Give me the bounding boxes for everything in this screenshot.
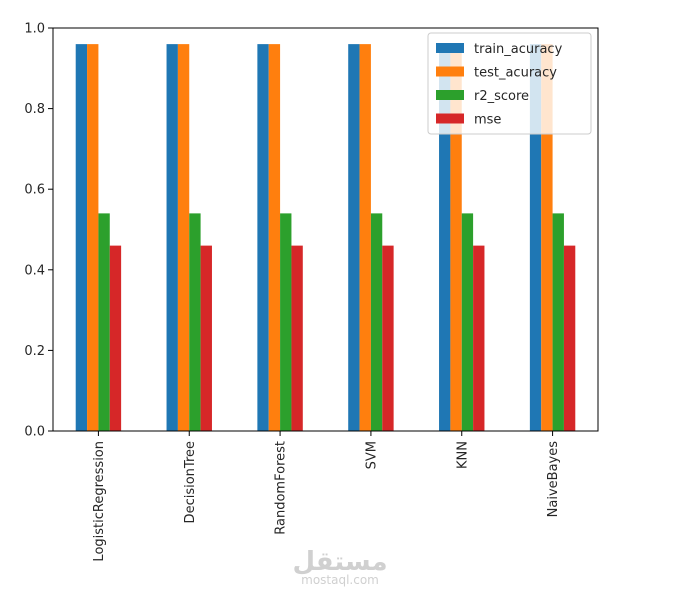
bar-mse [563, 245, 576, 431]
bar-test_acuracy [268, 44, 281, 432]
y-tick-label: 0.4 [24, 263, 45, 278]
bar-test_acuracy [177, 44, 190, 432]
watermark-arabic: مستقل [292, 547, 387, 577]
legend-box [427, 32, 592, 135]
x-axis: LogisticRegression DecisionTree RandomFore… [92, 431, 561, 562]
bar-train_acuracy [257, 44, 269, 432]
legend-label: test_acuracy [474, 66, 557, 81]
bar-mse [382, 245, 394, 431]
x-tick-label: SVM [364, 441, 379, 469]
watermark-latin: mostaql.com [301, 573, 379, 587]
legend-swatch [436, 90, 464, 100]
bar-mse [109, 245, 122, 431]
plot-frame [52, 27, 599, 432]
bar-mse [291, 245, 303, 431]
bar-mse [473, 245, 485, 431]
bar-r2_score [370, 213, 383, 431]
bar-test_acuracy [541, 44, 553, 432]
bar-train_acuracy [348, 44, 360, 432]
x-tick-label: RandomForest [274, 441, 289, 535]
x-tick-label: KNN [455, 441, 470, 469]
bar-r2_score [189, 213, 201, 431]
legend-label: r2_score [474, 89, 529, 104]
bar-train_acuracy [529, 44, 542, 432]
y-tick-label: 1.0 [24, 22, 45, 37]
x-tick-label: DecisionTree [183, 441, 198, 523]
bar-mse [200, 245, 212, 431]
legend-label: mse [474, 113, 501, 128]
bars-group [75, 44, 576, 432]
y-axis: 0.0 0.2 0.4 0.6 0.8 1.0 [24, 22, 53, 440]
bar-test_acuracy [87, 44, 99, 432]
bar-train_acuracy [439, 44, 451, 432]
bar-r2_score [461, 213, 474, 431]
y-tick-label: 0.0 [24, 425, 45, 440]
bar-test_acuracy [450, 44, 462, 432]
legend-label: train_acuracy [474, 42, 563, 57]
bar-r2_score [98, 213, 110, 431]
bar-train_acuracy [75, 44, 88, 432]
x-tick-label: LogisticRegression [92, 441, 107, 562]
y-tick-label: 0.2 [24, 344, 45, 359]
bar-r2_score [280, 213, 292, 431]
legend-swatch [436, 43, 464, 53]
y-tick-label: 0.6 [24, 183, 45, 198]
bar-r2_score [552, 213, 564, 431]
legend-swatch [436, 113, 464, 124]
y-tick-label: 0.8 [24, 102, 45, 117]
bar-train_acuracy [166, 44, 178, 432]
legend-swatch [436, 66, 464, 77]
x-tick-label: NaiveBayes [546, 441, 561, 518]
bar-test_acuracy [359, 44, 371, 432]
watermark: مستقل mostaql.com [292, 547, 387, 587]
